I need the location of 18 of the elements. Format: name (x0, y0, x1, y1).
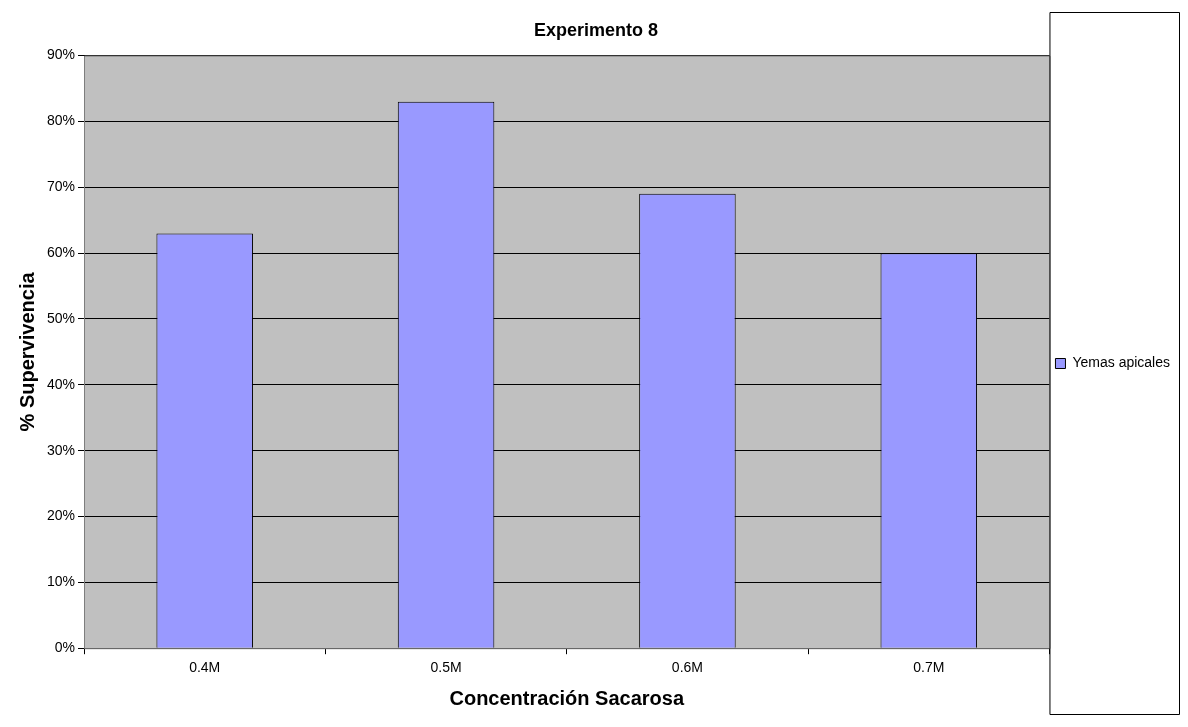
x-tick-label: 0.5M (430, 659, 462, 676)
chart-title: Experimento 8 (533, 19, 659, 40)
x-tick-label: 0.6M (671, 659, 703, 676)
y-tick-label: 10% (46, 573, 76, 590)
y-tick-label: 60% (46, 243, 76, 260)
y-tick-label: 90% (46, 46, 76, 63)
y-tick-label: 0% (54, 639, 76, 656)
y-tick-label: 50% (46, 309, 76, 326)
y-tick-label: 80% (46, 112, 76, 129)
y-tick-label: 70% (46, 178, 76, 195)
y-tick-label: 30% (46, 441, 76, 458)
x-tick-label: 0.7M (913, 659, 945, 676)
legend-label: Yemas apicales (1072, 354, 1170, 371)
x-tick-label: 0.4M (189, 659, 221, 676)
y-axis-title: % Supervivencia (15, 271, 38, 432)
y-tick-label: 40% (46, 375, 76, 392)
x-axis-title: Concentración Sacarosa (449, 686, 685, 709)
y-tick-label: 20% (46, 507, 76, 524)
